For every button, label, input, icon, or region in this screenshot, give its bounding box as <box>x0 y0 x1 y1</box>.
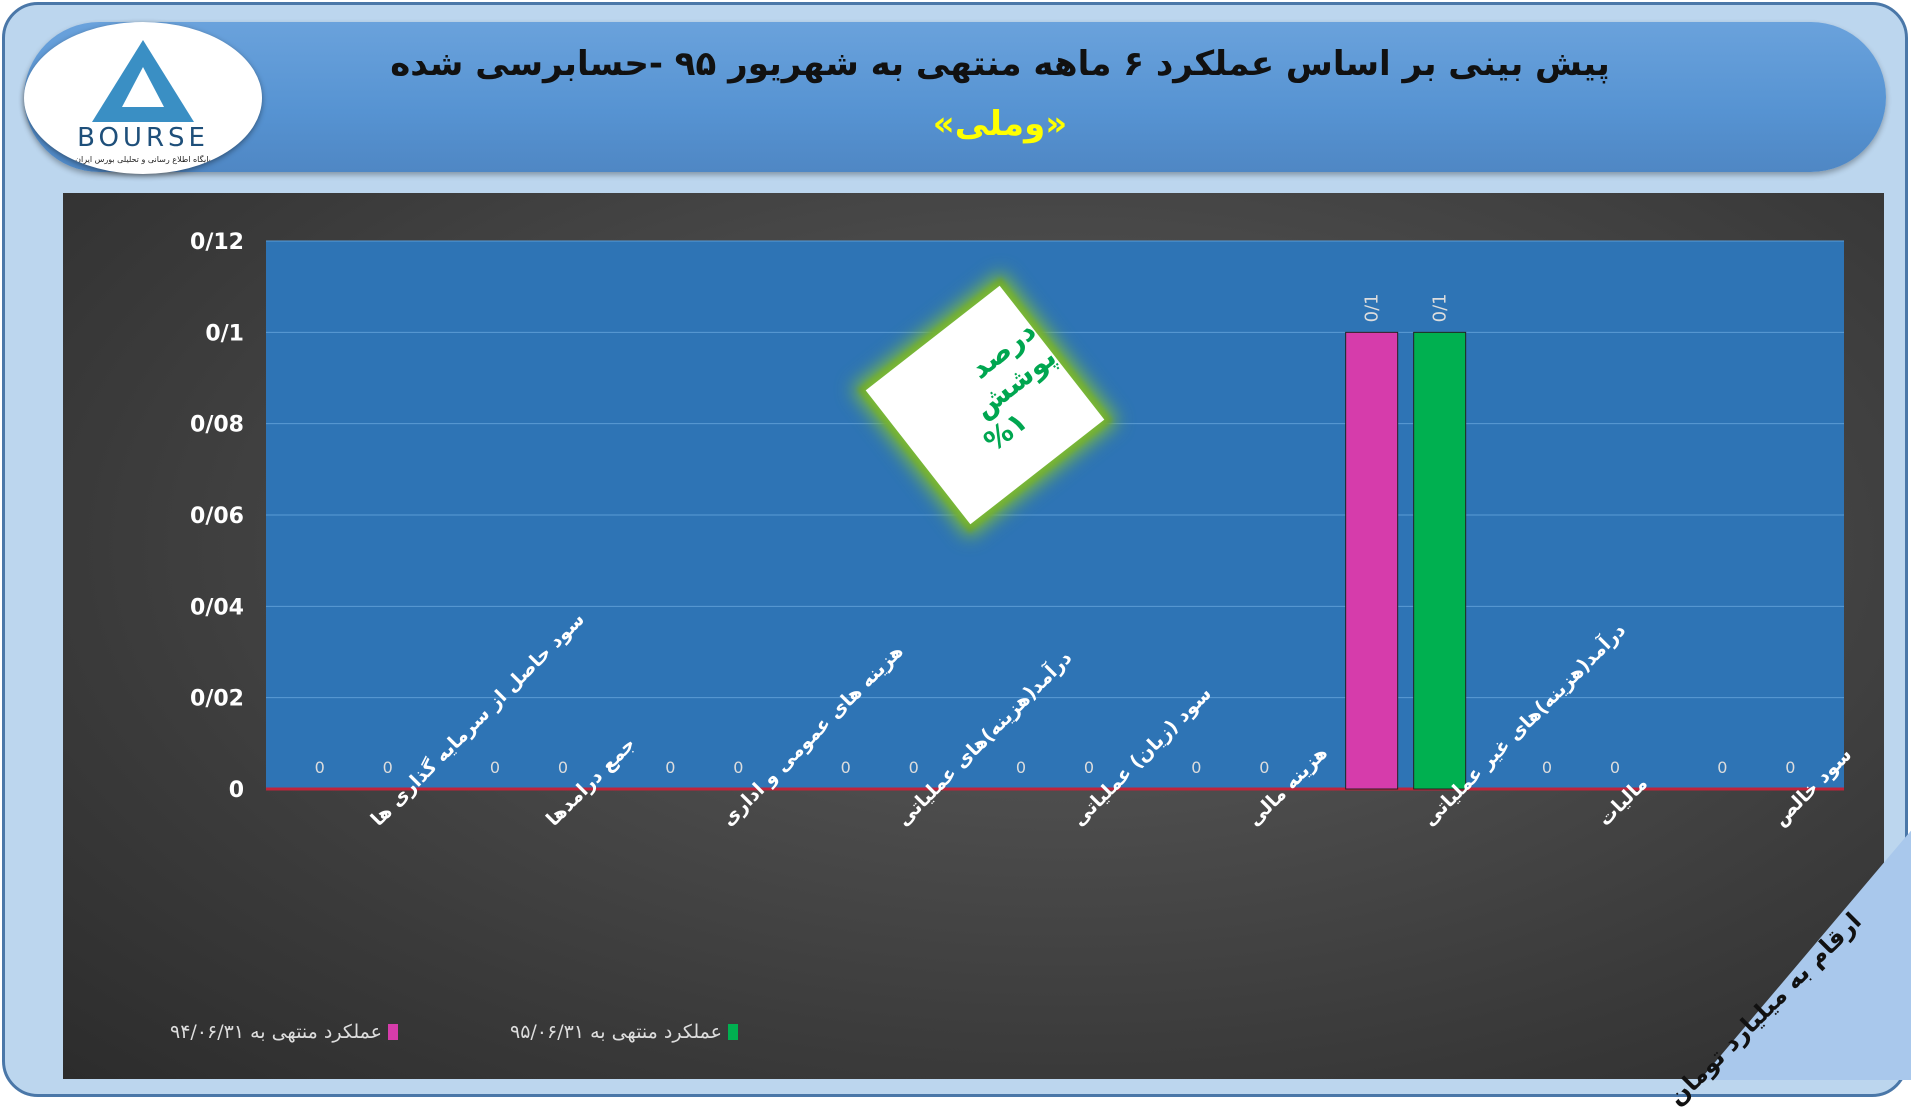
data-label: 0 <box>1259 758 1269 777</box>
data-label: 0 <box>909 758 919 777</box>
svg-text:BOURSE: BOURSE <box>77 123 209 153</box>
y-tick-label: 0 <box>229 778 244 803</box>
svg-text:پایگاه اطلاع رسانی و تحلیلی بو: پایگاه اطلاع رسانی و تحلیلی بورس ایران <box>75 154 211 164</box>
data-label: 0 <box>1191 758 1201 777</box>
y-tick-label: 0/1 <box>205 321 244 346</box>
bar <box>1345 331 1399 790</box>
data-label: 0 <box>665 758 675 777</box>
data-label: 0 <box>1785 758 1795 777</box>
data-label: 0/1 <box>1430 293 1451 322</box>
data-label: 0 <box>733 758 743 777</box>
data-label: 0 <box>1717 758 1727 777</box>
page-subtitle: «وملی» <box>932 104 1068 144</box>
data-label: 0 <box>490 758 500 777</box>
legend-swatch-green <box>727 1024 738 1040</box>
data-label: 0 <box>1610 758 1620 777</box>
bar <box>1413 331 1467 790</box>
data-label: 0 <box>1542 758 1552 777</box>
legend-item-series1: عملکرد منتهی به ۹۴/۰۶/۳۱ <box>170 1021 398 1043</box>
data-label: 0 <box>841 758 851 777</box>
y-tick-label: 0/06 <box>190 504 244 529</box>
data-label: 0/1 <box>1362 293 1383 322</box>
legend-label: عملکرد منتهی به ۹۵/۰۶/۳۱ <box>510 1021 722 1043</box>
y-tick-label: 0/04 <box>190 595 244 620</box>
y-tick-label: 0/02 <box>190 687 244 712</box>
y-tick-label: 0/08 <box>190 413 244 438</box>
data-label: 0 <box>315 758 325 777</box>
data-label: 0 <box>383 758 393 777</box>
header-banner <box>24 22 1886 172</box>
legend-item-series2: عملکرد منتهی به ۹۵/۰۶/۳۱ <box>510 1021 738 1043</box>
y-tick-label: 0/12 <box>190 230 244 255</box>
chart-panel: 0 0/02 0/04 0/06 0/08 0/1 0/12 0 0 سود حاصل از سر… <box>63 193 1884 1079</box>
data-label: 0 <box>1084 758 1094 777</box>
data-label: 0 <box>558 758 568 777</box>
legend-label: عملکرد منتهی به ۹۴/۰۶/۳۱ <box>170 1021 382 1043</box>
page-title: پیش بینی بر اساس عملکرد ۶ ماهه منتهی به … <box>390 44 1610 84</box>
data-label: 0 <box>1016 758 1026 777</box>
bourse-logo: BOURSE پایگاه اطلاع رسانی و تحلیلی بورس … <box>24 22 262 174</box>
legend-swatch-pink <box>387 1024 398 1040</box>
